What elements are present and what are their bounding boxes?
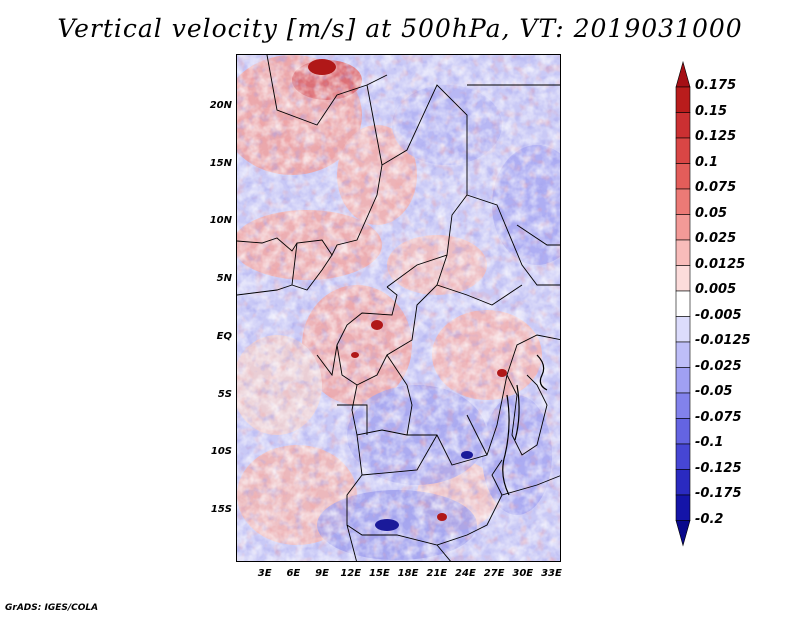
lon-label: 18E xyxy=(397,568,419,579)
colorbar-segment xyxy=(675,469,691,496)
lon-label: 24E xyxy=(455,568,476,579)
colorbar-label: -0.025 xyxy=(695,358,742,374)
lon-label: 3E xyxy=(257,568,272,579)
colorbar-segment xyxy=(675,392,691,419)
colorbar-max-arrow xyxy=(675,60,691,88)
lon-label: 9E xyxy=(315,568,329,579)
lat-label: 10S xyxy=(210,446,232,458)
colorbar-segment xyxy=(675,188,691,215)
lon-label: 27E xyxy=(483,568,505,579)
colorbar-label: -0.005 xyxy=(695,307,742,323)
map-title: Vertical velocity [m/s] at 500hPa, VT: 2… xyxy=(57,14,743,43)
colorbar-label: -0.175 xyxy=(695,486,742,501)
grads-credit: GrADS: IGES/COLA xyxy=(5,603,99,613)
colorbar-segment xyxy=(675,214,691,241)
colorbar-segment xyxy=(675,137,691,164)
lat-label: 5S xyxy=(217,388,232,400)
colorbar-segment xyxy=(675,112,691,139)
colorbar-segment xyxy=(675,86,691,113)
colorbar-label: -0.075 xyxy=(695,409,742,425)
lon-label: 30E xyxy=(512,568,534,579)
lat-label: EQ xyxy=(216,330,232,342)
lat-label: 20N xyxy=(209,99,232,111)
lat-label: 5N xyxy=(216,273,232,285)
colorbar-label: -0.125 xyxy=(695,460,742,476)
colorbar-segment xyxy=(675,290,691,317)
lat-label: 10N xyxy=(209,215,232,227)
lon-label: 15E xyxy=(369,568,390,579)
colorbar-label: 0.05 xyxy=(695,205,728,221)
colorbar-label: 0.15 xyxy=(695,103,728,119)
colorbar-segment xyxy=(675,494,691,521)
colorbar-label: -0.05 xyxy=(695,384,733,399)
colorbar-label: 0.175 xyxy=(695,78,737,93)
lon-label: 12E xyxy=(340,568,362,579)
colorbar-segment xyxy=(675,239,691,266)
colorbar-label: -0.0125 xyxy=(695,333,751,348)
colorbar-min-arrow xyxy=(675,520,691,547)
lon-label: 33E xyxy=(541,568,562,579)
colorbar-label: -0.1 xyxy=(695,435,724,450)
colorbar-segment xyxy=(675,367,691,394)
colorbar-label: 0.125 xyxy=(695,129,737,144)
map-panel xyxy=(236,54,561,562)
colorbar-label: 0.0125 xyxy=(695,256,746,272)
colorbar-label: 0.025 xyxy=(695,231,737,246)
lat-label: 15N xyxy=(209,157,232,169)
colorbar-segment xyxy=(675,418,691,445)
colorbar-segment xyxy=(675,341,691,368)
colorbar xyxy=(675,60,691,547)
colorbar-label: 0.1 xyxy=(695,154,719,170)
country-borders xyxy=(237,55,560,561)
velocity-field-map xyxy=(237,55,560,561)
colorbar-segment xyxy=(675,163,691,190)
colorbar-label: -0.2 xyxy=(695,511,724,527)
lat-label: 15S xyxy=(210,504,232,516)
lon-label: 21E xyxy=(426,568,448,579)
colorbar-segment xyxy=(675,265,691,292)
colorbar-segment xyxy=(675,316,691,343)
colorbar-segment xyxy=(675,443,691,470)
colorbar-label: 0.005 xyxy=(695,282,737,297)
lon-label: 6E xyxy=(286,568,301,579)
colorbar-label: 0.075 xyxy=(695,180,737,195)
